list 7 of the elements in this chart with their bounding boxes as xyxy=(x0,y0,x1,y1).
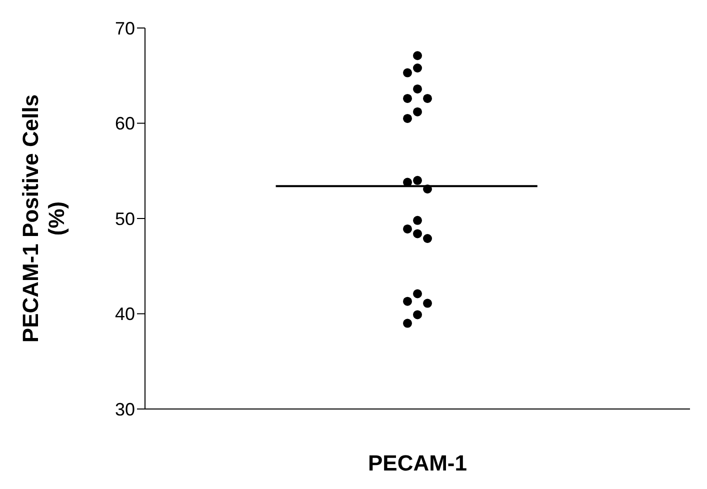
x-tick-label: PECAM-1 xyxy=(368,450,468,476)
y-tick-label: 60 xyxy=(114,114,135,134)
y-axis-title: PECAM-1 Positive Cells (%) xyxy=(18,94,69,343)
y-tick-label: 40 xyxy=(114,304,135,324)
y-tick-label: 30 xyxy=(114,399,135,420)
y-tick-label: 70 xyxy=(114,18,135,38)
y-tick-label: 50 xyxy=(114,208,135,229)
